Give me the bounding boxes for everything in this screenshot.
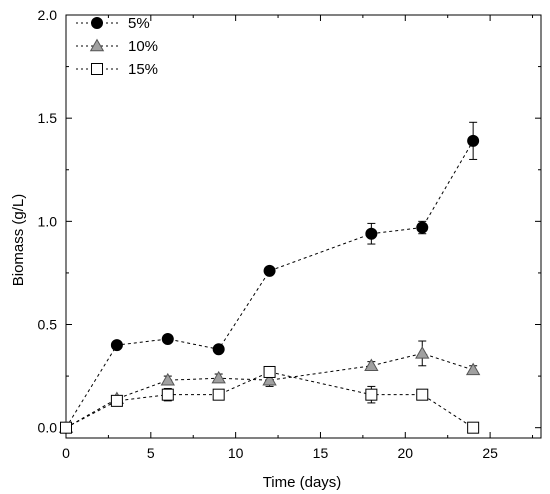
data-point — [160, 372, 175, 386]
y-axis-label: Biomass (g/L) — [10, 194, 27, 287]
tick-labels: 0 5 10 15 20 25 0.0 0.5 1.0 1.5 2.0 — [38, 7, 499, 461]
data-point — [467, 134, 480, 147]
data-point — [263, 264, 276, 277]
x-axis-label: Time (days) — [263, 474, 342, 491]
data-point — [365, 388, 378, 401]
series-2 — [58, 340, 481, 433]
y-tick-label: 0.0 — [38, 420, 58, 436]
legend-item-1: 5% — [76, 15, 150, 32]
plot-border — [65, 14, 542, 439]
data-point — [110, 339, 123, 352]
x-tick-label: 25 — [482, 445, 498, 461]
x-tick-label: 10 — [228, 445, 244, 461]
legend-item-3: 15% — [76, 61, 158, 78]
data-point — [364, 358, 379, 372]
legend-label: 10% — [128, 38, 158, 55]
data-point — [212, 343, 225, 356]
series-line — [65, 371, 474, 429]
x-tick-label: 0 — [62, 445, 70, 461]
data-point — [465, 362, 481, 376]
data-point — [110, 394, 123, 407]
series-line — [65, 352, 474, 429]
data-point — [60, 421, 72, 434]
y-tick-label: 0.5 — [38, 317, 58, 333]
axis-ticks — [65, 14, 541, 438]
legend-item-2: 10% — [76, 38, 158, 55]
x-tick-label: 15 — [313, 445, 329, 461]
series-layer — [58, 121, 481, 434]
legend-label: 5% — [128, 15, 150, 32]
y-tick-label: 2.0 — [38, 7, 58, 23]
x-tick-label: 5 — [147, 445, 155, 461]
legend-marker — [91, 63, 103, 75]
data-point — [365, 227, 378, 240]
data-point — [416, 388, 429, 401]
data-point — [262, 372, 277, 386]
data-point — [415, 346, 430, 359]
series-line — [65, 140, 474, 428]
legend: 5% 10% 15% — [76, 15, 158, 78]
data-point — [416, 221, 429, 234]
y-tick-label: 1.5 — [38, 110, 58, 126]
data-point — [212, 388, 225, 401]
legend-marker — [91, 17, 103, 29]
x-tick-label: 20 — [397, 445, 413, 461]
series-3 — [60, 365, 480, 434]
legend-label: 15% — [128, 61, 158, 78]
data-point — [467, 421, 480, 434]
data-point — [211, 370, 226, 384]
y-tick-label: 1.0 — [38, 213, 58, 229]
data-point — [161, 332, 174, 345]
data-point — [161, 388, 174, 401]
legend-marker — [89, 38, 105, 52]
data-point — [263, 365, 276, 378]
plot-area — [65, 14, 542, 439]
